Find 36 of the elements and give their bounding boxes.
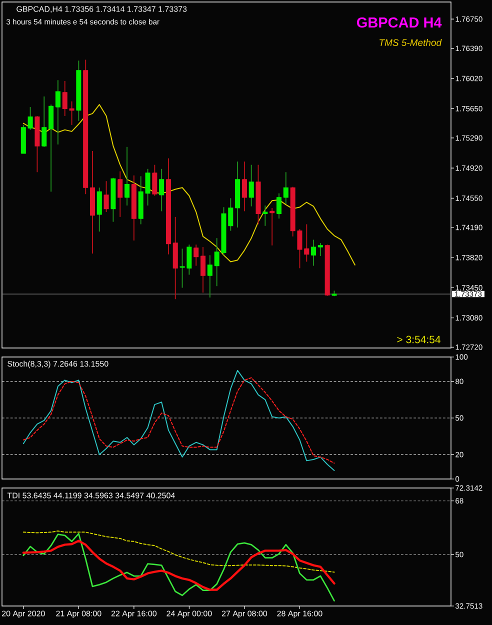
text: > 3:54:54: [397, 336, 440, 344]
candlestick: [200, 246, 206, 294]
chart-title: GBPCAD,H4 1.73356 1.73414 1.73347 1.73373: [16, 6, 187, 13]
candlestick: [152, 164, 158, 196]
candlestick: [304, 224, 310, 262]
x-tick-label: 28 Apr 16:00: [277, 610, 322, 618]
candlestick: [118, 170, 123, 218]
candlestick: [311, 239, 316, 266]
chart-title: TDI 53.6435 44.1199 34.5963 34.5497 40.2504: [7, 492, 175, 498]
candlestick: [297, 228, 302, 269]
candlestick: [96, 187, 102, 232]
candlestick: [194, 244, 199, 266]
candlestick: [207, 254, 212, 298]
candlestick: [28, 106, 33, 130]
candlestick: [124, 146, 130, 206]
candlestick: [159, 168, 164, 212]
candlestick: [248, 164, 254, 207]
chart-title: Stoch(8,3,3) 7.2646 13.1550: [8, 360, 108, 368]
x-tick-label: 24 Apr 00:00: [166, 610, 212, 618]
text: TMS 5-Method: [380, 39, 442, 46]
candlestick: [48, 104, 54, 192]
annotation: GBPCAD H4: [356, 17, 442, 28]
candlestick: [42, 96, 47, 148]
x-tick-label: 27 Apr 08:00: [222, 610, 268, 618]
candlestick: [270, 207, 275, 246]
x-tick-label: 20 Apr 2020: [2, 610, 45, 618]
candlestick: [283, 172, 288, 204]
candlestick: [55, 80, 60, 145]
candlestick: [318, 242, 323, 257]
candlestick: [242, 161, 247, 212]
line-series: [22, 104, 356, 266]
candlestick: [262, 205, 268, 226]
candlestick: [276, 192, 282, 220]
x-tick-label: 21 Apr 08:00: [56, 610, 102, 618]
x-tick-label: 22 Apr 16:00: [111, 610, 157, 618]
candlestick: [104, 180, 109, 213]
